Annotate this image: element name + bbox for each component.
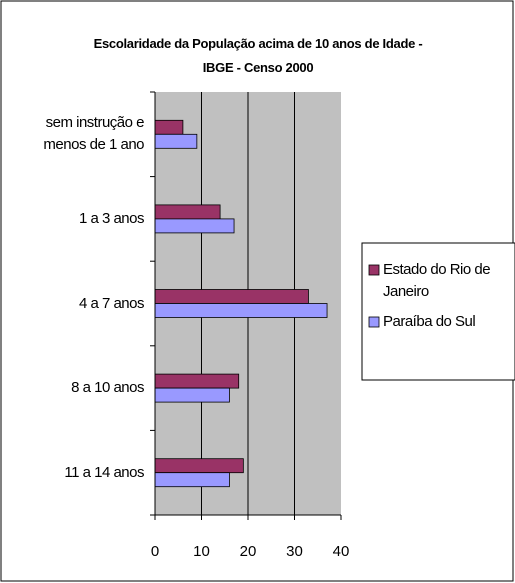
bar (154, 458, 244, 474)
x-tick-label: 20 (240, 543, 257, 560)
bar (154, 373, 240, 389)
y-tick-label: 11 a 14 anos (64, 463, 144, 481)
bar (154, 218, 235, 234)
bar (154, 204, 221, 220)
y-tick-label: 1 a 3 anos (78, 209, 145, 227)
bar (154, 472, 230, 488)
legend-box (361, 242, 515, 381)
legend-swatch (368, 316, 380, 328)
x-tick-label: 30 (286, 543, 303, 560)
bar (154, 133, 198, 149)
chart-title: Escolaridade da População acima de 10 an… (93, 36, 423, 75)
x-tick-label: 10 (193, 543, 210, 560)
legend-label: Estado do Rio de Janeiro (383, 261, 491, 300)
x-tick-label: 0 (151, 543, 159, 560)
bar (154, 303, 328, 318)
y-tick-label: 8 a 10 anos (71, 379, 144, 397)
legend-swatch (368, 264, 380, 276)
bar (154, 387, 230, 403)
y-tick-label: sem instrução e menos de 1 ano (43, 114, 144, 154)
bar (154, 119, 184, 135)
bar (154, 289, 309, 304)
y-tick-label: 4 a 7 anos (78, 294, 145, 312)
legend-label: Paraíba do Sul (383, 313, 476, 330)
x-tick-label: 40 (333, 543, 350, 560)
